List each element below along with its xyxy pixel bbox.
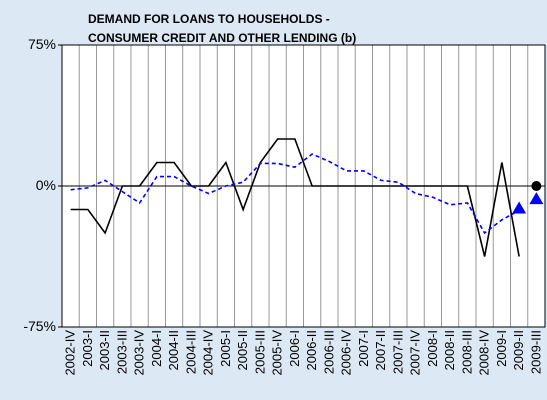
- x-tick-label: 2003-III: [114, 330, 129, 374]
- x-tick-label: 2006-I: [287, 330, 302, 367]
- x-tick-label: 2004-I: [149, 330, 164, 367]
- x-tick-label: 2009-I: [494, 330, 509, 367]
- x-tick-label: 2007-II: [373, 330, 388, 370]
- x-tick-label: 2002-IV: [63, 330, 78, 376]
- x-tick-label: 2005-II: [235, 330, 250, 370]
- x-tick-label: 2008-IV: [477, 330, 492, 376]
- chart-title: CONSUMER CREDIT AND OTHER LENDING (b): [88, 31, 356, 45]
- series-line: [70, 138, 520, 257]
- y-tick-label: 75%: [28, 36, 56, 52]
- x-tick-label: 2008-III: [459, 330, 474, 374]
- x-tick-label: 2006-II: [304, 330, 319, 370]
- x-tick-label: 2005-III: [252, 330, 267, 374]
- x-tick-label: 2007-I: [356, 330, 371, 367]
- x-tick-label: 2006-III: [321, 330, 336, 374]
- y-tick-label: 0%: [36, 177, 56, 193]
- x-tick-label: 2005-IV: [270, 330, 285, 376]
- x-tick-label: 2008-II: [442, 330, 457, 370]
- x-tick-label: 2004-IV: [201, 330, 216, 376]
- x-tick-label: 2004-II: [166, 330, 181, 370]
- series-line: [70, 153, 520, 235]
- triangle-marker: [529, 192, 544, 205]
- triangle-marker: [512, 201, 527, 214]
- x-tick-label: 2003-I: [80, 330, 95, 367]
- x-tick-label: 2006-IV: [339, 330, 354, 376]
- x-tick-label: 2009-II: [511, 330, 526, 370]
- x-tick-label: 2004-III: [183, 330, 198, 374]
- x-tick-label: 2003-II: [97, 330, 112, 370]
- y-tick-label: -75%: [23, 318, 56, 334]
- x-tick-label: 2008-I: [425, 330, 440, 367]
- x-tick-label: 2009-III: [528, 330, 543, 374]
- dot-marker: [531, 181, 542, 191]
- x-tick-label: 2007-IV: [408, 330, 423, 376]
- x-tick-label: 2005-I: [218, 330, 233, 367]
- chart-title: DEMAND FOR LOANS TO HOUSEHOLDS -: [88, 12, 330, 26]
- x-tick-label: 2003-IV: [132, 330, 147, 376]
- x-tick-label: 2007-III: [390, 330, 405, 374]
